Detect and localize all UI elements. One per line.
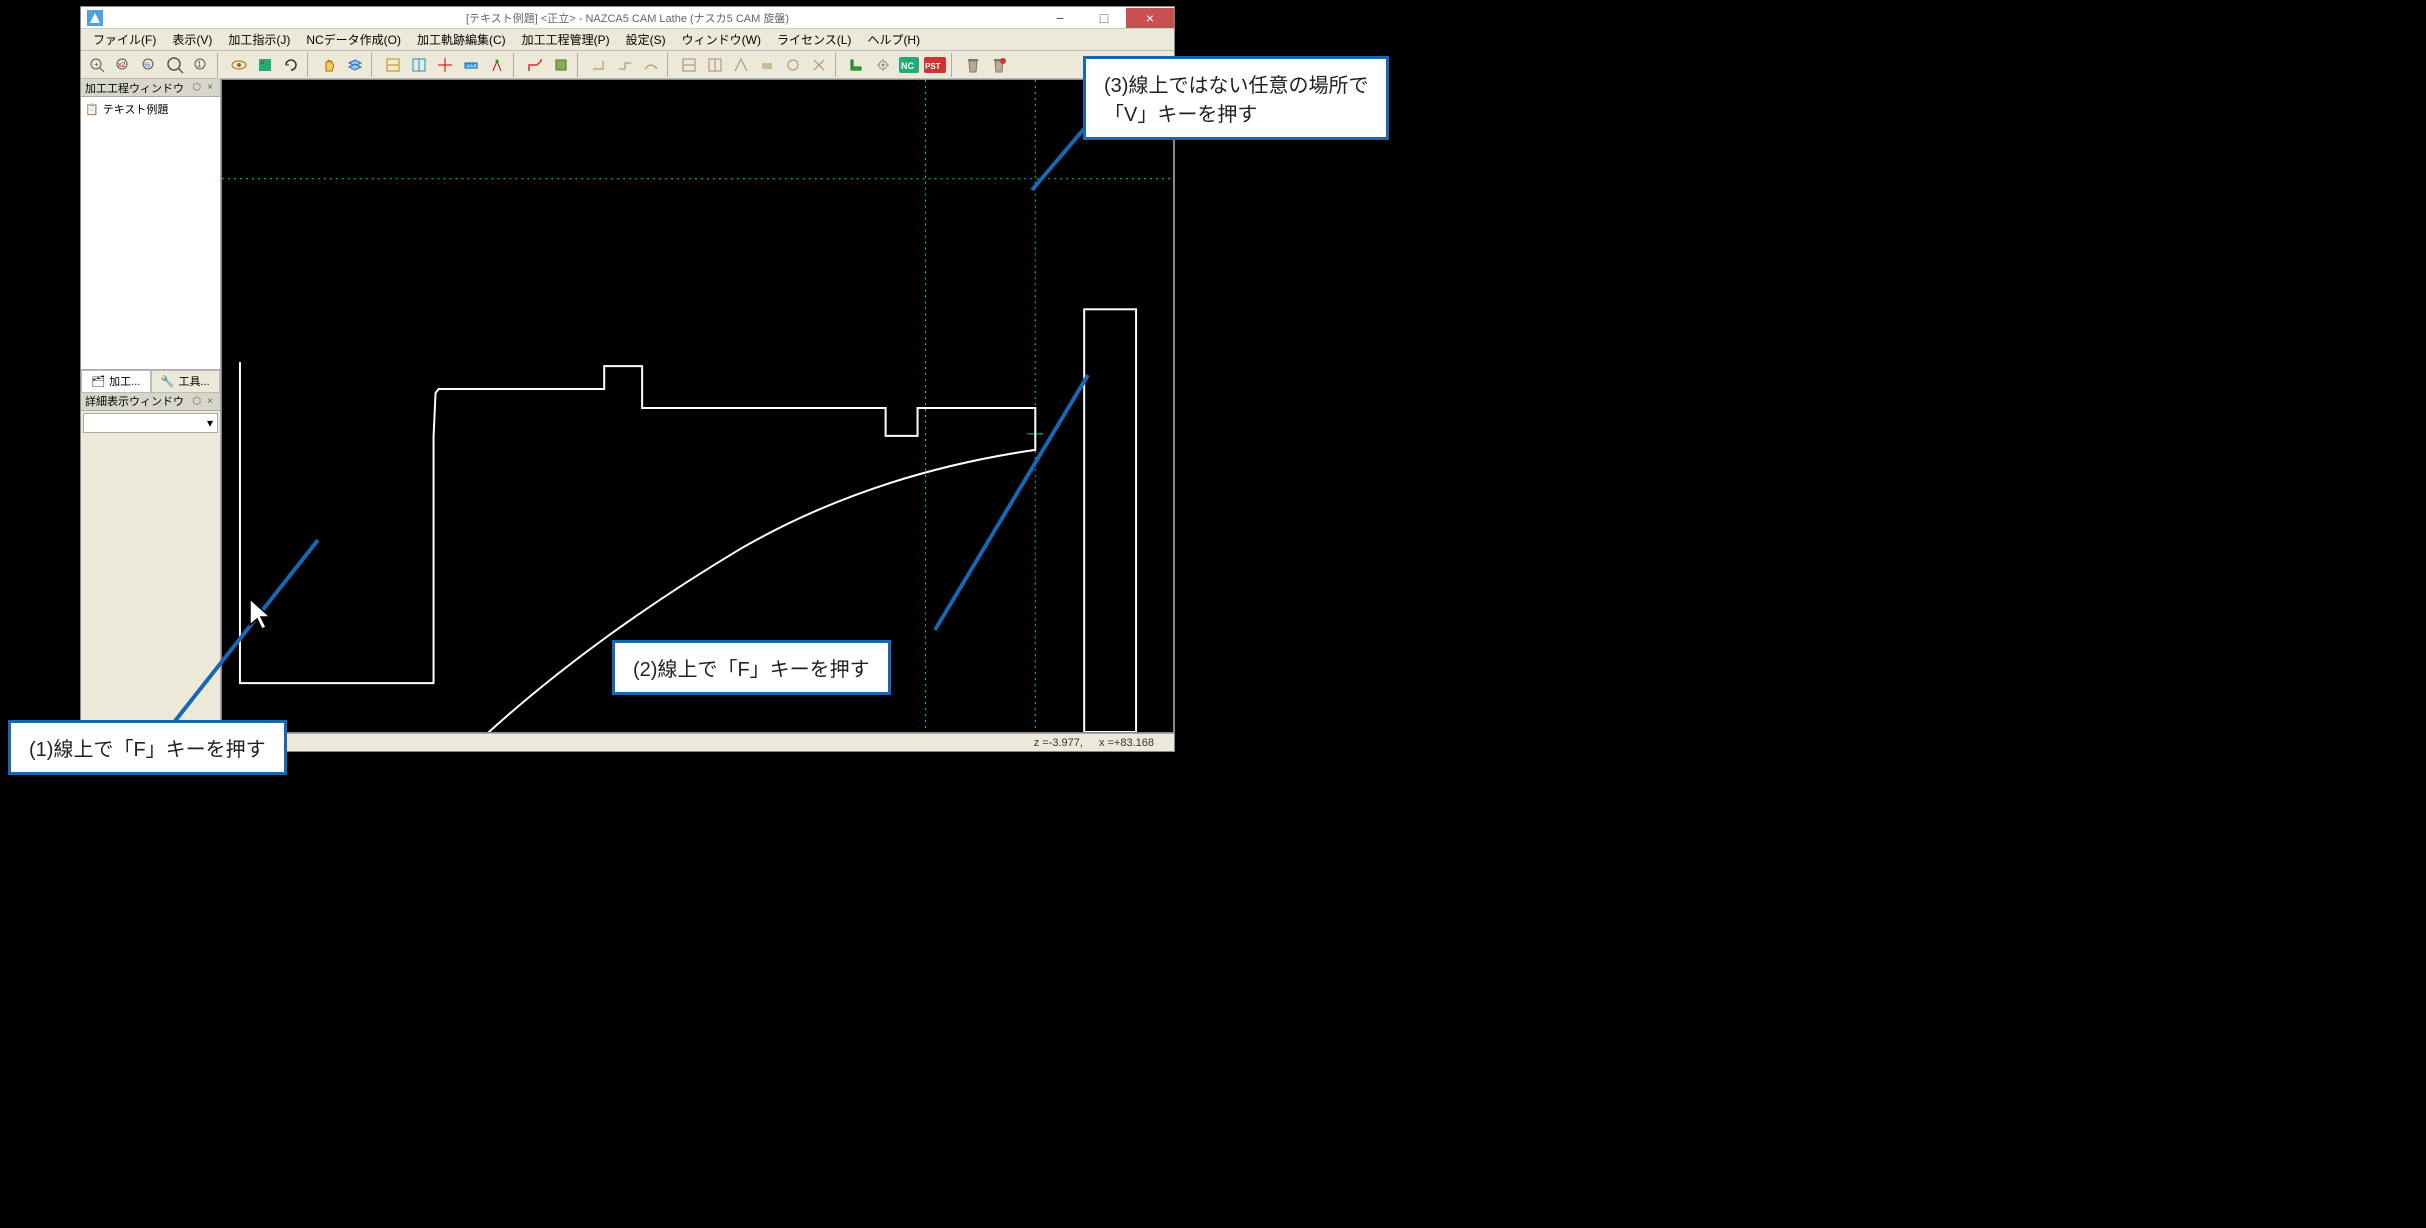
- annotation-3-line2: 「V」キーを押す: [1104, 104, 1257, 126]
- annotation-3-line1: (3)線上ではない任意の場所で: [1104, 75, 1368, 97]
- annotation-2-text: (2)線上で「F」キーを押す: [633, 659, 870, 681]
- annotation-2: (2)線上で「F」キーを押す: [612, 640, 891, 695]
- mouse-cursor-icon: [248, 597, 276, 636]
- annotation-1-text: (1)線上で「F」キーを押す: [29, 739, 266, 761]
- annotation-1: (1)線上で「F」キーを押す: [8, 720, 287, 775]
- annotation-3: (3)線上ではない任意の場所で 「V」キーを押す: [1083, 56, 1389, 140]
